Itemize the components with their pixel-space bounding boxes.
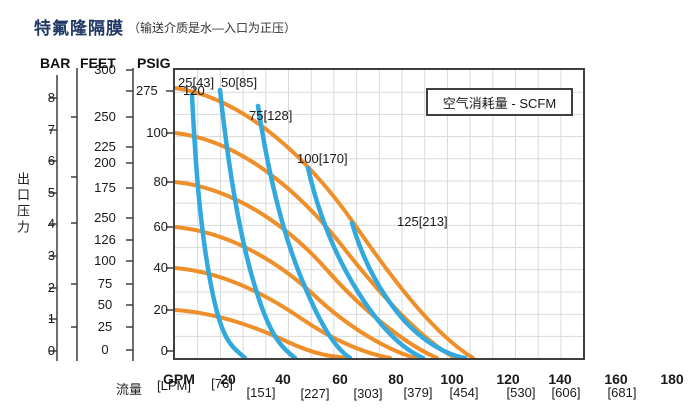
- pressure-curve-60psig: [175, 225, 417, 358]
- bar-tick-3: 3: [47, 248, 55, 263]
- lpm-tick-530: [530]: [506, 385, 536, 400]
- y-unit-header-bar: BAR: [40, 55, 71, 71]
- feet-tick-150: 250: [94, 210, 116, 225]
- gpm-tick-140: 140: [548, 371, 572, 387]
- bar-tick-4: 4: [47, 216, 55, 231]
- bar-tick-7: 7: [47, 122, 55, 137]
- curve-label-125scfm: 125[213]: [397, 214, 448, 229]
- feet-tick-75: 75: [97, 276, 113, 291]
- air-curve-100scfm: [305, 165, 426, 358]
- psig-tick-40: 40: [153, 260, 168, 275]
- bar-tick-6: 6: [47, 153, 55, 168]
- gpm-tick-180: 180: [660, 371, 684, 387]
- feet-tick-100: 100: [94, 253, 116, 268]
- pressure-curve-40psig: [175, 266, 392, 358]
- bar-tick-2: 2: [47, 280, 55, 295]
- psig-tick-0: 0: [160, 343, 168, 358]
- pressure-curve-100psig: [175, 131, 457, 358]
- axis-rulers: [49, 68, 173, 361]
- plot-area: [173, 68, 585, 360]
- lpm-tick-227: [227]: [300, 386, 330, 401]
- curve-label-50scfm: 50[85]: [221, 75, 258, 90]
- feet-tick-300: 300: [94, 62, 116, 77]
- page-subtitle: （输送介质是水—入口为正压）: [128, 21, 297, 35]
- lpm-tick-681: [681]: [607, 385, 637, 400]
- bar-tick-5: 5: [47, 185, 55, 200]
- y-axis-title: 出口压力: [15, 172, 30, 236]
- lpm-tick-379: [379]: [403, 385, 433, 400]
- air-curve-75scfm: [255, 103, 353, 358]
- y-unit-header-feet: FEET: [80, 55, 116, 71]
- pressure-curve-80psig: [175, 180, 439, 358]
- gpm-tick-120: 120: [496, 371, 520, 387]
- curves-canvas: [175, 70, 583, 358]
- curve-label-75scfm: 75[128]: [249, 108, 293, 123]
- air-curve-125scfm: [349, 220, 468, 358]
- curve-label-100scfm: 100[170]: [297, 151, 348, 166]
- gpm-tick-100: 100: [440, 371, 464, 387]
- gpm-tick-40: 40: [275, 371, 291, 387]
- air-curve-25scfm: [189, 92, 248, 358]
- feet-tick-275: 275: [136, 83, 158, 98]
- bar-tick-1: 1: [47, 311, 55, 326]
- feet-tick-25: 25: [97, 319, 113, 334]
- lpm-tick-76: [76]: [211, 376, 233, 391]
- lpm-tick-606: [606]: [551, 385, 581, 400]
- feet-tick-200: 200: [94, 155, 116, 170]
- x-axis-title: 流量: [116, 382, 143, 397]
- feet-tick-175: 175: [94, 180, 116, 195]
- y-unit-header-psig: PSIG: [137, 55, 171, 71]
- gpm-tick-160: 160: [604, 371, 628, 387]
- gpm-tick-20: 20: [220, 371, 236, 387]
- air-curve-50scfm: [217, 87, 298, 358]
- x-unit-header-gpm: GPM: [163, 371, 195, 387]
- feet-tick-250: 250: [94, 109, 116, 124]
- lpm-tick-151: [151]: [246, 385, 276, 400]
- grid-lines: [175, 70, 583, 358]
- pressure-curve-20psig: [175, 308, 352, 358]
- feet-tick-225: 225: [94, 139, 116, 154]
- legend-label: 空气消耗量 - SCFM: [442, 95, 557, 111]
- feet-tick-125: 126: [94, 232, 116, 247]
- page-title: 特氟隆隔膜: [34, 19, 124, 38]
- feet-tick-50: 50: [97, 297, 113, 312]
- bar-tick-0: 0: [47, 343, 55, 358]
- feet-tick-0: 0: [101, 342, 109, 357]
- psig-tick-120: 120: [183, 83, 205, 98]
- curve-label-25scfm: 25[43]: [178, 75, 215, 90]
- x-unit-header-lpm: [LPM]: [157, 378, 191, 393]
- bar-tick-8: 8: [47, 90, 55, 105]
- gpm-tick-60: 60: [332, 371, 348, 387]
- legend-box: 空气消耗量 - SCFM: [426, 88, 573, 116]
- lpm-tick-303: [303]: [353, 386, 383, 401]
- psig-tick-100: 100: [146, 125, 168, 140]
- lpm-tick-454: [454]: [449, 385, 479, 400]
- psig-tick-60: 60: [153, 219, 168, 234]
- psig-tick-20: 20: [153, 302, 168, 317]
- psig-tick-80: 80: [153, 174, 168, 189]
- gpm-tick-80: 80: [388, 371, 404, 387]
